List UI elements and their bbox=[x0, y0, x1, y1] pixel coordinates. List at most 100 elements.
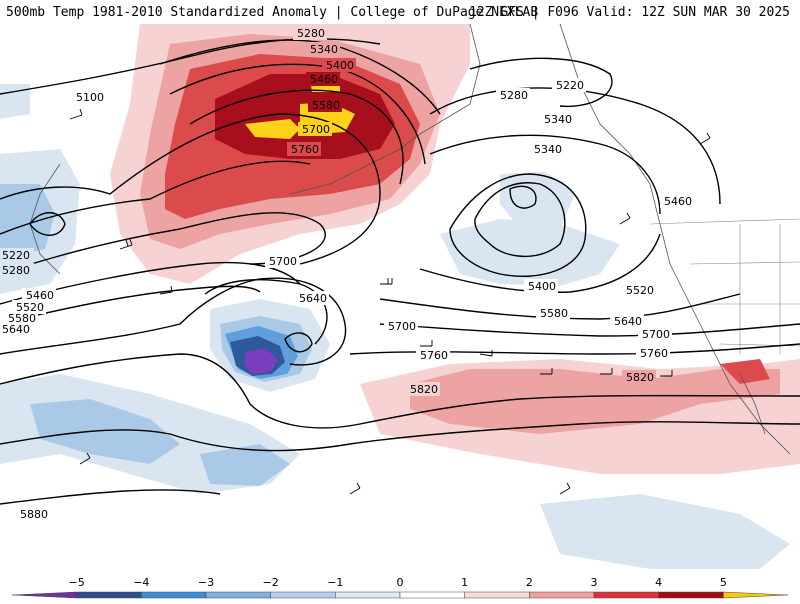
wind-barb bbox=[119, 238, 133, 250]
contour-label-5640: 5640 bbox=[299, 292, 327, 305]
colorbar-tick-label: 1 bbox=[461, 576, 468, 589]
contour-line bbox=[449, 173, 587, 278]
colorbar-tick-label: 0 bbox=[397, 576, 404, 589]
wind-barb bbox=[420, 340, 433, 347]
wind-barb bbox=[660, 370, 673, 377]
contour-label-5700: 5700 bbox=[269, 255, 297, 268]
wind-barb bbox=[559, 482, 571, 495]
wind-barb bbox=[600, 368, 613, 375]
contour-line bbox=[0, 113, 381, 265]
map-svg: 5100 5280 5340 5400 5460 5580 5700 5760 … bbox=[0, 23, 800, 569]
map-title: 500mb Temp 1981-2010 Standardized Anomal… bbox=[6, 5, 539, 20]
contour-label-5760: 5760 bbox=[640, 347, 668, 360]
label-bg bbox=[622, 283, 656, 297]
label-bg bbox=[0, 263, 34, 277]
contour-label-5280: 5280 bbox=[500, 89, 528, 102]
contour-label-5100: 5100 bbox=[76, 91, 104, 104]
contour-line bbox=[0, 421, 800, 452]
contour-label-5700: 5700 bbox=[388, 320, 416, 333]
colorbar-tick-label: 5 bbox=[720, 576, 727, 589]
colorbar-segment bbox=[335, 591, 401, 599]
contour-label-5220: 5220 bbox=[2, 249, 30, 262]
contour-label-5280: 5280 bbox=[2, 264, 30, 277]
wind-barb bbox=[540, 368, 553, 375]
label-bg bbox=[16, 507, 50, 521]
wind-barb bbox=[79, 452, 91, 465]
contour-label-5340: 5340 bbox=[534, 143, 562, 156]
colorbar-segment bbox=[464, 591, 530, 599]
contour-label-5400: 5400 bbox=[528, 280, 556, 293]
label-bg bbox=[72, 90, 106, 104]
contour-line bbox=[204, 278, 328, 345]
colorbar-segment bbox=[11, 591, 77, 599]
label-bg bbox=[540, 112, 574, 126]
label-bg bbox=[4, 311, 38, 325]
colorbar-tick-label: 2 bbox=[526, 576, 533, 589]
contour-label-5520: 5520 bbox=[626, 284, 654, 297]
colorbar-segment bbox=[141, 591, 207, 599]
colorbar-tick-label: −2 bbox=[263, 576, 279, 589]
contour-line bbox=[189, 89, 404, 185]
positive-anomaly-core bbox=[245, 119, 300, 139]
colorbar-segment bbox=[529, 591, 595, 599]
contour-label-5820: 5820 bbox=[410, 383, 438, 396]
contour-label-5640: 5640 bbox=[2, 323, 30, 336]
contour-label-5280: 5280 bbox=[297, 27, 325, 40]
contour-label-5340: 5340 bbox=[544, 113, 572, 126]
contour-label-5880: 5880 bbox=[20, 508, 48, 521]
label-bg bbox=[638, 327, 672, 341]
contour-line bbox=[0, 160, 311, 235]
label-bg bbox=[552, 78, 586, 92]
colorbar-segments bbox=[11, 591, 789, 599]
contour-label-5640: 5640 bbox=[614, 315, 642, 328]
contour-label-5460: 5460 bbox=[310, 73, 338, 86]
state-border bbox=[689, 261, 800, 265]
colorbar-tick-label: 4 bbox=[655, 576, 662, 589]
colorbar-labels: −5 −4 −3 −2 −1 0 1 2 3 4 5 bbox=[69, 576, 727, 589]
contour-label-5460: 5460 bbox=[664, 195, 692, 208]
wind-barb bbox=[349, 482, 361, 495]
colorbar-legend: −5 −4 −3 −2 −1 0 1 2 3 4 5 bbox=[0, 575, 800, 600]
wind-barb bbox=[619, 212, 631, 225]
colorbar-segment bbox=[593, 591, 659, 599]
contour-line bbox=[429, 87, 721, 205]
contour-line bbox=[0, 489, 221, 505]
contour-line bbox=[379, 323, 800, 337]
label-bg bbox=[287, 142, 321, 156]
colorbar-tick-label: −3 bbox=[198, 576, 214, 589]
label-bg bbox=[322, 58, 356, 72]
contour-label-5700: 5700 bbox=[302, 123, 330, 136]
contour-label-5520: 5520 bbox=[16, 301, 44, 314]
colorbar-tick-label: −4 bbox=[133, 576, 149, 589]
colorbar-segment bbox=[76, 591, 142, 599]
negative-anomaly-core bbox=[244, 348, 278, 374]
map-header: 500mb Temp 1981-2010 Standardized Anomal… bbox=[0, 0, 800, 24]
wind-barb bbox=[380, 278, 393, 285]
model-valid-time: 12Z GFS | F096 Valid: 12Z SUN MAR 30 202… bbox=[469, 5, 790, 20]
colorbar-segment bbox=[399, 591, 465, 599]
label-bg bbox=[306, 42, 340, 56]
wind-barb bbox=[479, 350, 493, 357]
contour-label-5580: 5580 bbox=[312, 99, 340, 112]
contour-label-5760: 5760 bbox=[420, 349, 448, 362]
colorbar-segment bbox=[723, 591, 789, 599]
label-bg bbox=[416, 348, 450, 362]
contour-line bbox=[0, 261, 301, 305]
colorbar-tick-label: 3 bbox=[591, 576, 598, 589]
anomaly-shading bbox=[0, 24, 800, 569]
colorbar-segment bbox=[658, 591, 724, 599]
label-bg bbox=[622, 370, 656, 384]
contour-line bbox=[0, 353, 800, 429]
us-canada-border bbox=[649, 218, 800, 225]
label-bg bbox=[293, 26, 327, 40]
positive-anomaly-area bbox=[720, 359, 770, 384]
label-bg bbox=[610, 314, 644, 328]
coastlines bbox=[29, 23, 791, 455]
label-bg bbox=[384, 319, 418, 333]
label-bg bbox=[524, 279, 558, 293]
contour-labels: 5100 5280 5340 5400 5460 5580 5700 5760 … bbox=[0, 26, 694, 521]
wind-barb bbox=[69, 108, 83, 120]
contour-label-5700: 5700 bbox=[642, 328, 670, 341]
contour-line bbox=[0, 285, 261, 325]
label-bg bbox=[636, 346, 670, 360]
